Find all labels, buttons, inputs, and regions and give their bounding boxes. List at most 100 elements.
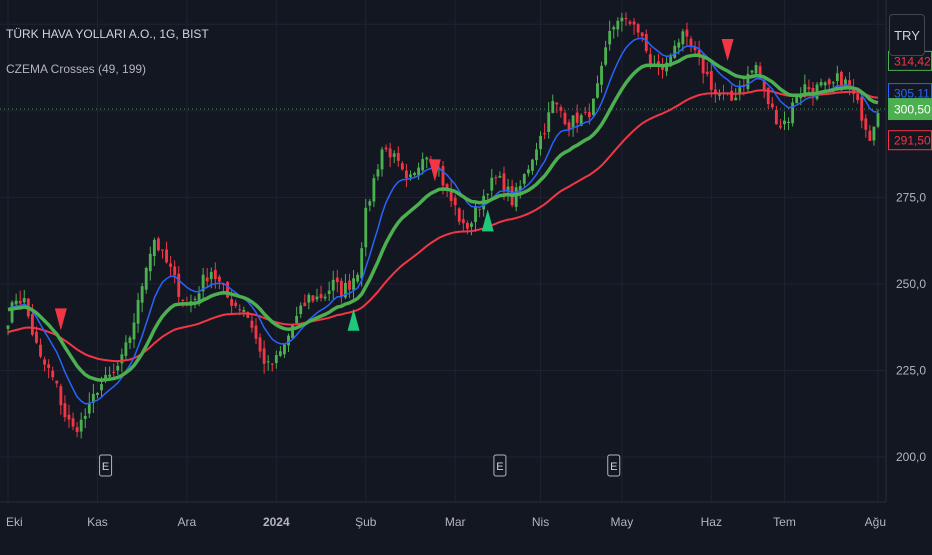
candle [441,166,445,186]
candle [697,49,701,57]
candle [693,47,697,51]
candle [120,354,124,364]
candle [413,172,416,176]
candle [587,112,591,118]
candle [344,282,347,298]
candle [140,286,144,303]
candle [839,71,843,88]
candle [295,315,299,324]
candle [856,93,860,101]
price-axis[interactable] [886,0,932,550]
candle [758,66,762,80]
candle [356,274,360,282]
candle [783,120,786,125]
candle [262,348,266,364]
candle [173,266,177,276]
candle [250,320,254,328]
candle [169,263,173,267]
candle [311,295,315,302]
candle [823,82,827,86]
candle [116,365,120,371]
candle [811,88,815,96]
earnings-icon[interactable] [607,454,621,477]
candle [779,125,782,128]
candle [270,363,274,365]
candle [531,159,534,171]
candle [339,280,343,297]
price-labels: 314,42 305,11 300,50 291,50 [888,50,932,151]
candle [526,169,530,174]
candle [30,314,34,335]
candle [51,370,55,378]
candle [453,197,457,206]
candle [226,281,229,298]
candle [766,87,770,105]
candle [490,177,494,191]
candle [583,111,587,113]
earnings-icon[interactable] [99,454,113,477]
candle [470,223,473,227]
candle [807,87,811,90]
candle [10,302,14,323]
x-tick-label: Kas [87,515,108,529]
price-label-text: 314,42 [894,54,931,68]
candle [213,269,217,280]
candle [177,273,181,297]
candle [616,20,620,30]
candle [791,102,795,124]
candle [624,17,628,19]
grid [0,0,886,502]
candle [238,309,242,311]
candle [319,294,323,299]
candle [14,300,18,305]
candle [205,277,209,282]
earnings-icon[interactable] [493,454,507,477]
candle [234,302,238,306]
candle [323,296,327,299]
candle [83,415,87,419]
candle [91,393,95,403]
candle [795,96,799,104]
candle [165,249,168,263]
candle [404,170,408,179]
candle [494,177,498,179]
sell-signal-icon [721,38,734,61]
candle [559,107,563,111]
candle [348,280,351,290]
candle [242,310,246,312]
candle [396,152,400,161]
candle [852,87,856,94]
candle [152,239,156,257]
candle [421,159,425,171]
ema-49-line [7,53,879,382]
candle [848,80,851,89]
indicator-legend[interactable]: CZEMA Crosses (49, 199) [6,62,147,76]
y-tick-label: 275,0 [896,190,926,204]
candle [718,94,721,96]
price-label: 305,11 [888,83,932,104]
candle [620,17,624,22]
candle [283,344,286,355]
x-tick-label: Ağu [865,515,886,529]
candle [360,248,364,279]
candle [75,427,79,433]
candle [266,361,270,363]
candle [87,402,91,414]
candle [409,174,412,178]
candle [563,112,567,125]
candle [514,187,518,207]
currency-button[interactable]: TRY [889,14,925,56]
candle [628,21,632,24]
x-tick-label: Ara [178,515,197,529]
candle [197,293,201,302]
candle [571,115,575,129]
candle [291,325,295,339]
candle [474,207,477,223]
candle [425,157,429,160]
candle [136,299,140,324]
candle [230,299,234,306]
candle [608,30,612,45]
candle [844,79,847,89]
